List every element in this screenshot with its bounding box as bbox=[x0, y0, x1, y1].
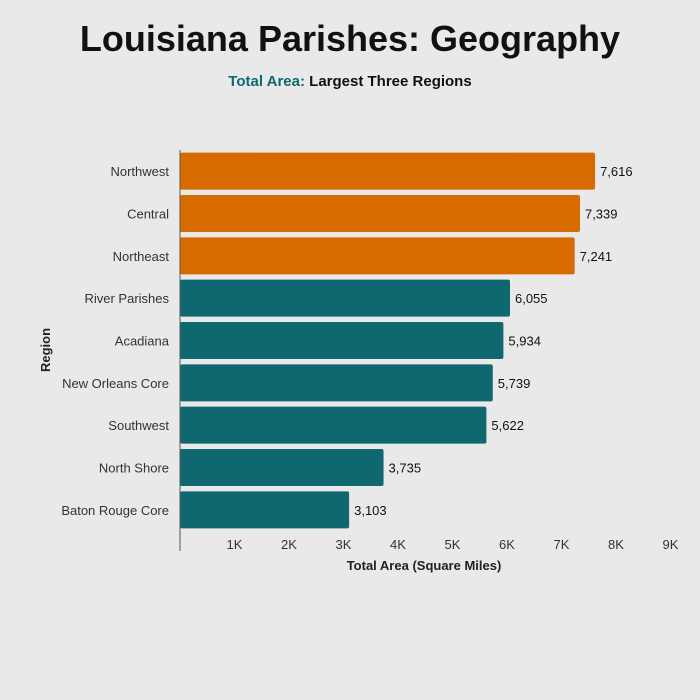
category-label-0: Northwest bbox=[110, 164, 169, 179]
x-tick-label-7: 8K bbox=[608, 537, 624, 552]
value-label-6: 5,622 bbox=[491, 418, 524, 433]
x-tick-label-8: 9K bbox=[663, 537, 679, 552]
x-tick-label-1: 2K bbox=[281, 537, 297, 552]
x-tick-label-6: 7K bbox=[554, 537, 570, 552]
x-tick-labels: 1K 2K 3K 4K 5K 6K 7K 8K 9K bbox=[227, 537, 679, 552]
subtitle-rest: Largest Three Regions bbox=[304, 73, 472, 90]
bar-6 bbox=[180, 406, 487, 444]
category-labels: Northwest Central Northeast River Parishes A… bbox=[61, 164, 169, 518]
category-label-2: Northeast bbox=[113, 249, 170, 264]
value-labels: 7,616 7,339 7,241 6,055 5,934 5,739 5,622 3,735… bbox=[354, 164, 633, 518]
value-label-3: 6,055 bbox=[515, 291, 548, 306]
bar-3 bbox=[180, 279, 510, 317]
category-label-7: North Shore bbox=[99, 461, 169, 476]
category-label-4: Acadiana bbox=[115, 334, 170, 349]
x-tick-label-3: 4K bbox=[390, 537, 406, 552]
value-label-0: 7,616 bbox=[600, 164, 633, 179]
chart-title: Louisiana Parishes: Geography bbox=[79, 18, 621, 59]
value-label-7: 3,735 bbox=[389, 461, 422, 476]
category-label-8: Baton Rouge Core bbox=[61, 503, 169, 518]
category-label-1: Central bbox=[127, 207, 169, 222]
x-tick-label-5: 6K bbox=[499, 537, 515, 552]
bar-7 bbox=[180, 449, 384, 486]
x-axis-label: Total Area (Square Miles) bbox=[347, 558, 502, 573]
bar-2 bbox=[180, 237, 575, 275]
category-label-6: Southwest bbox=[108, 418, 169, 433]
y-axis-label: Region bbox=[38, 328, 53, 372]
category-label-5: New Orleans Core bbox=[62, 376, 169, 391]
bar-1 bbox=[180, 195, 580, 232]
x-tick-label-4: 5K bbox=[445, 537, 461, 552]
bar-8 bbox=[180, 491, 350, 529]
chart-subtitle: Total Area: Largest Three Regions bbox=[0, 73, 700, 90]
value-label-5: 5,739 bbox=[498, 376, 531, 391]
x-tick-label-0: 1K bbox=[227, 537, 243, 552]
bars-group bbox=[180, 152, 596, 529]
x-tick-label-2: 3K bbox=[336, 537, 352, 552]
value-label-1: 7,339 bbox=[585, 207, 618, 222]
value-label-8: 3,103 bbox=[354, 503, 387, 518]
subtitle-accent: Total Area: bbox=[228, 73, 305, 90]
bar-5 bbox=[180, 364, 493, 402]
bar-4 bbox=[180, 322, 504, 359]
value-label-2: 7,241 bbox=[580, 249, 613, 264]
bar-0 bbox=[180, 152, 596, 190]
value-label-4: 5,934 bbox=[508, 334, 541, 349]
category-label-3: River Parishes bbox=[84, 291, 169, 306]
